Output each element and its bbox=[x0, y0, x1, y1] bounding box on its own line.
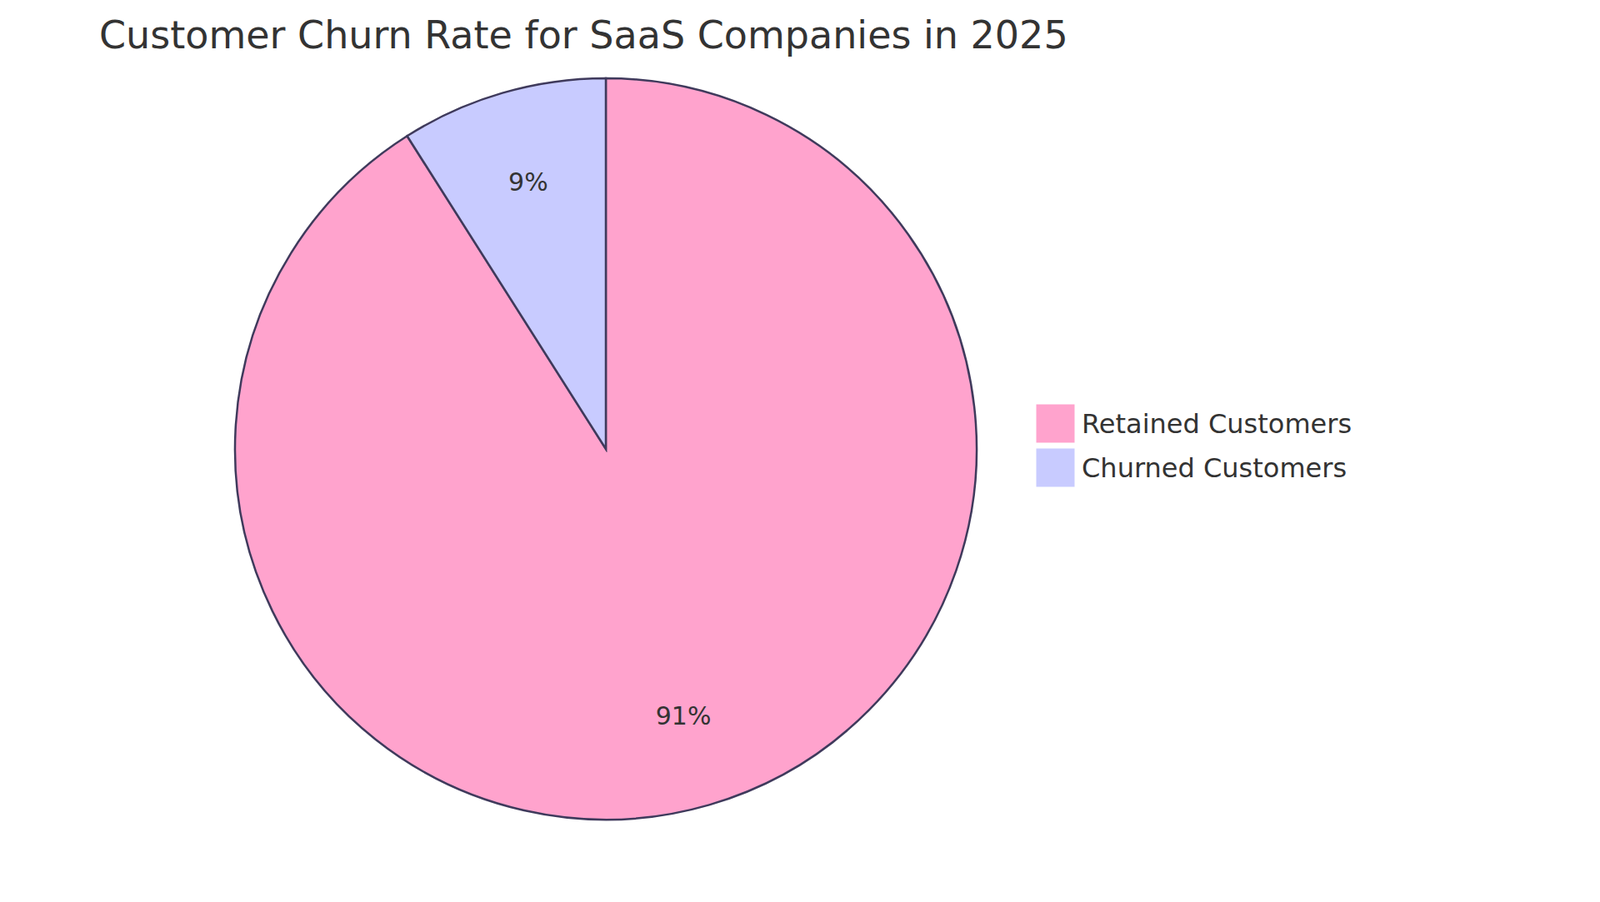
legend-swatch bbox=[1036, 449, 1075, 487]
legend: Retained Customers Churned Customers bbox=[1036, 405, 1352, 487]
slices bbox=[235, 78, 977, 820]
data-label: 91% bbox=[655, 701, 712, 731]
slice bbox=[235, 78, 977, 820]
title: Customer Churn Rate for SaaS Companies i… bbox=[99, 12, 1069, 58]
legend-label: Retained Customers bbox=[1081, 408, 1352, 440]
legend-swatch bbox=[1036, 405, 1075, 443]
slice bbox=[407, 78, 606, 450]
chart: Customer Churn Rate for SaaS Companies i… bbox=[0, 0, 1600, 902]
data-label: 9% bbox=[508, 167, 549, 197]
legend-label: Churned Customers bbox=[1081, 452, 1347, 485]
